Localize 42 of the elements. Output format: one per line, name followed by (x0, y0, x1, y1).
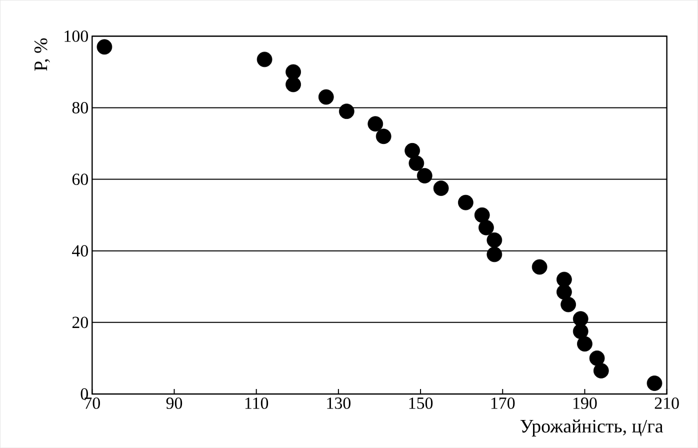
x-tick-label: 210 (654, 397, 679, 409)
point (478, 220, 494, 236)
x-axis-title: Урожайність, ц/га (520, 419, 664, 436)
point (458, 194, 474, 210)
point (96, 39, 112, 55)
point (556, 272, 572, 288)
point (486, 232, 502, 248)
y-tick-label: 80 (72, 102, 88, 114)
y-tick-label: 100 (64, 30, 88, 42)
y-tick-label: 60 (72, 174, 88, 185)
point (532, 259, 548, 275)
point (486, 246, 502, 262)
x-tick-label: 130 (327, 397, 350, 409)
point (572, 324, 588, 339)
point (368, 116, 384, 132)
x-tick-label: 70 (84, 397, 100, 409)
y-axis-title: P, % (34, 38, 50, 71)
point (556, 284, 572, 300)
x-tick-label: 170 (491, 397, 515, 409)
point (408, 155, 424, 171)
point (286, 64, 301, 80)
point (560, 296, 576, 312)
point (376, 128, 392, 144)
point (577, 336, 592, 352)
point (589, 350, 605, 366)
point (256, 52, 272, 68)
point (286, 76, 301, 92)
x-tick-label: 150 (409, 397, 433, 409)
point (593, 362, 609, 378)
point (416, 168, 432, 184)
point (646, 375, 662, 391)
point (318, 89, 334, 105)
x-tick-label: 190 (574, 397, 597, 409)
y-tick-label: 0 (80, 388, 88, 400)
point (474, 207, 490, 223)
x-tick-label: 110 (245, 397, 268, 409)
x-tick-label: 90 (166, 397, 182, 409)
y-tick-label: 20 (72, 316, 88, 328)
y-tick-label: 40 (72, 245, 88, 257)
point (433, 180, 449, 196)
point (404, 142, 420, 158)
point (338, 104, 354, 119)
